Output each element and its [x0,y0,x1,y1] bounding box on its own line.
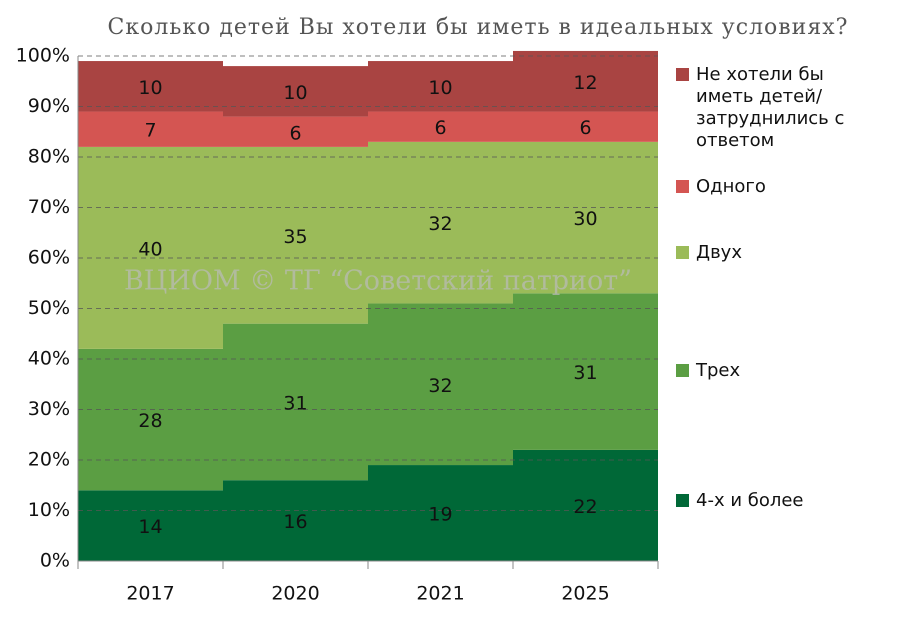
y-tick-label: 90% [28,95,70,117]
data-label: 10 [283,82,307,104]
legend-item: Не хотели бы иметь детей/ затруднились с… [676,64,876,152]
data-label: 6 [434,117,446,139]
y-tick-label: 30% [28,398,70,420]
bar-segment [513,141,658,294]
legend-label: Трех [696,360,741,381]
legend-swatch [676,246,689,259]
legend-item: Двух [676,242,876,264]
bars [78,50,658,561]
bar-segment [78,490,223,561]
labels: 14 28 40 7 10 16 31 35 6 10 19 32 32 6 10 22 31 30 6 12 [138,72,597,538]
data-label: 32 [428,375,452,397]
bar-segment [223,323,368,481]
data-label: 31 [573,362,597,384]
bar-segment [78,61,223,112]
bar-segment [223,66,368,117]
legend-swatch [676,180,689,193]
y-tick-label: 0% [40,550,70,572]
data-label: 10 [428,77,452,99]
y-tick-label: 40% [28,348,70,370]
y-tick-label: 10% [28,499,70,521]
bar-segment [513,50,658,112]
legend-item: 4-х и более [676,490,876,512]
legend-label: Двух [696,242,742,263]
data-label: 28 [138,410,162,432]
bar-segment [223,146,368,324]
bar-segment [368,141,513,304]
legend-swatch [676,494,689,507]
legend-item: Трех [676,360,876,382]
bar-segment [368,465,513,561]
bar-segment [368,303,513,466]
bar-segment [513,449,658,561]
x-tick-label: 2020 [271,583,319,605]
y-tick-label: 60% [28,247,70,269]
y-tick-label: 100% [16,45,70,67]
bar-segment [368,61,513,112]
data-label: 32 [428,213,452,235]
data-label: 35 [283,226,307,248]
legend-label: Не хотели бы иметь детей/ затруднились с… [696,64,845,151]
bar-segment [513,293,658,450]
data-label: 31 [283,392,307,414]
chart-title: Сколько детей Вы хотели бы иметь в идеал… [108,15,849,40]
data-label: 22 [573,496,597,518]
legend-item: Одного [676,176,876,198]
data-label: 12 [573,72,597,94]
bar-segment [78,348,223,491]
y-tick-label: 20% [28,449,70,471]
y-tick-label: 80% [28,146,70,168]
x-tick-label: 2021 [416,583,464,605]
data-label: 7 [144,120,156,142]
data-label: 10 [138,77,162,99]
x-tick-label: 2025 [561,583,609,605]
bar-segment [78,111,223,147]
data-label: 40 [138,238,162,260]
watermark: ВЦИОМ © ТГ “Советский патриот” [124,266,632,297]
legend-label: Одного [696,176,766,197]
y-tick-label: 50% [28,297,70,319]
bar-segment [368,111,513,142]
legend-swatch [676,364,689,377]
data-label: 30 [573,208,597,230]
bar-segment [223,116,368,147]
bar-segment [513,111,658,142]
data-label: 14 [138,516,162,538]
bar-segment [223,480,368,561]
legend-swatch [676,68,689,81]
legend-label: 4-х и более [696,490,804,511]
x-tick-label: 2017 [126,583,174,605]
data-label: 6 [289,122,301,144]
data-label: 6 [579,117,591,139]
bar-segment [78,146,223,349]
data-label: 16 [283,511,307,533]
data-label: 19 [428,504,452,526]
y-tick-label: 70% [28,196,70,218]
